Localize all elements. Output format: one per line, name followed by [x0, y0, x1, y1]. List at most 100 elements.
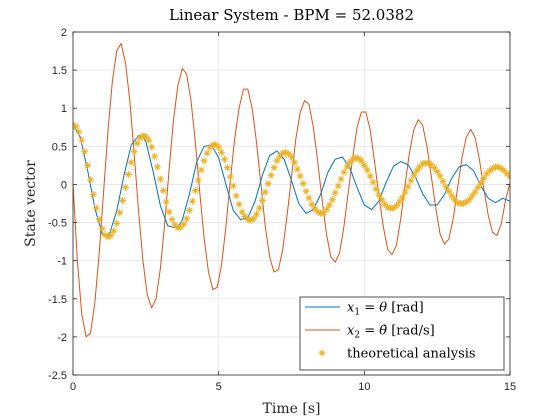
data-point: [503, 170, 510, 178]
data-point: [378, 196, 386, 204]
data-point: [293, 165, 301, 173]
data-point: [448, 192, 456, 200]
data-point: [331, 189, 339, 197]
data-point: [180, 220, 188, 228]
data-point: [276, 152, 284, 160]
data-point: [194, 176, 202, 184]
data-point: [454, 199, 462, 207]
data-point: [238, 208, 246, 216]
data-point: [413, 167, 421, 175]
data-point: [279, 149, 287, 157]
data-point: [168, 216, 176, 224]
data-point: [162, 198, 170, 206]
data-point: [343, 163, 351, 171]
data-point: [483, 170, 491, 178]
data-point: [153, 163, 161, 171]
data-point: [98, 225, 106, 233]
data-point: [104, 233, 112, 241]
data-point: [229, 182, 237, 190]
data-point: [302, 187, 310, 195]
y-tick-label: 0: [61, 179, 67, 191]
data-point: [270, 164, 278, 172]
data-point: [352, 154, 360, 162]
data-point: [296, 172, 304, 180]
data-point: [497, 164, 505, 172]
data-point: [398, 193, 406, 201]
data-point: [165, 208, 173, 216]
data-point: [107, 232, 115, 240]
data-point: [500, 167, 508, 175]
data-point: [317, 209, 325, 217]
data-point: [101, 231, 109, 239]
data-point: [320, 209, 328, 217]
data-point: [477, 179, 485, 187]
data-point: [494, 163, 502, 171]
x-tick-label: 15: [504, 381, 516, 393]
data-point: [372, 185, 380, 193]
y-axis-label: State vector: [23, 160, 39, 247]
data-point: [92, 204, 100, 212]
data-point: [250, 215, 258, 223]
data-point: [416, 163, 424, 171]
legend-label-3: theoretical analysis: [347, 347, 476, 362]
data-point: [337, 175, 345, 183]
data-point: [212, 141, 220, 149]
data-point: [84, 161, 92, 169]
data-point: [363, 166, 371, 174]
data-point: [366, 172, 374, 180]
legend-box: [299, 296, 505, 371]
data-point: [459, 200, 467, 207]
data-point: [206, 144, 214, 152]
data-point: [89, 190, 97, 198]
y-tick-label: 1.5: [52, 65, 67, 77]
y-tick-label: 0.5: [52, 141, 67, 153]
data-point: [226, 173, 234, 181]
data-point: [392, 202, 400, 210]
data-point: [462, 198, 470, 206]
data-point: [424, 159, 432, 167]
data-point: [474, 183, 482, 191]
data-point: [136, 134, 144, 142]
data-point: [375, 191, 383, 199]
data-point: [186, 206, 194, 214]
data-point: [349, 155, 357, 163]
data-point: [145, 136, 153, 144]
data-point: [328, 196, 336, 204]
data-point: [191, 187, 199, 195]
data-point: [255, 204, 263, 212]
data-point: [357, 157, 365, 165]
x-tick-label: 0: [70, 381, 76, 393]
data-point: [235, 200, 243, 208]
series-layer: [73, 42, 510, 338]
data-point: [290, 158, 298, 166]
data-point: [430, 164, 438, 172]
data-point: [381, 200, 389, 208]
data-point: [247, 216, 255, 224]
data-point: [139, 132, 147, 140]
data-point: [433, 167, 441, 175]
data-point: [439, 177, 447, 185]
data-point: [116, 209, 124, 217]
data-point: [127, 158, 135, 166]
data-point: [253, 210, 261, 218]
data-point: [171, 221, 179, 229]
data-point: [465, 196, 473, 204]
chart-title: Linear System - BPM = 52.0382: [169, 6, 414, 24]
data-point: [480, 174, 488, 182]
data-point: [314, 208, 322, 216]
ticks: 0 5 10 15 -2.5 -2 -1.5 -1 -0.5 0 0.5 1 1.5 2: [48, 27, 516, 393]
data-point: [215, 143, 223, 151]
data-point: [261, 188, 269, 196]
data-point: [177, 223, 185, 231]
data-point: [311, 205, 319, 213]
data-point: [445, 187, 453, 195]
data-point: [73, 123, 80, 131]
data-point: [436, 172, 444, 180]
data-point: [267, 171, 275, 179]
data-point: [288, 153, 295, 161]
data-point: [322, 206, 330, 214]
data-point: [241, 212, 249, 220]
data-point: [81, 148, 89, 156]
data-point: [203, 149, 211, 157]
